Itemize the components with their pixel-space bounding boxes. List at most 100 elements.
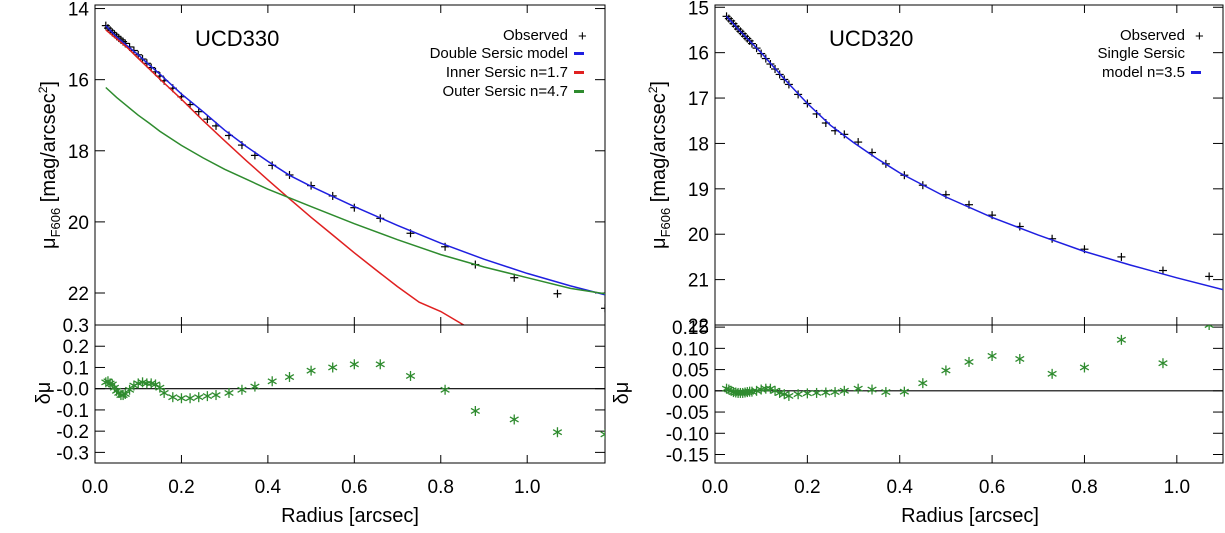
legend-swatch-double-sersic (574, 52, 584, 55)
y-tick-label: -0.3 (56, 443, 89, 464)
y-tick-label: 20 (68, 213, 89, 234)
residual-point (821, 387, 831, 398)
residual-point (509, 414, 519, 425)
y-axis-label-sup: 2 (646, 86, 660, 93)
residual-point (1158, 358, 1168, 369)
x-tick-label: 1.0 (1164, 477, 1190, 498)
legend-marker-observed: + (578, 28, 587, 45)
residual-point (918, 378, 928, 389)
residual-point (899, 386, 910, 397)
panel-ucd320-residuals: 0.150.100.050.00-0.05-0.10-0.15 0.0 0.2 0.4… (611, 318, 1224, 527)
plot-area (95, 359, 605, 440)
y-tick-label: -0.1 (56, 401, 89, 422)
y-ticks: 14 16 18 20 22 (68, 0, 605, 325)
data-point-plus (1205, 272, 1214, 281)
series-line-single-sersic-model-n-3-5 (725, 15, 1223, 291)
panel-title: UCD320 (829, 26, 913, 51)
residual-point (284, 372, 295, 383)
residual-point (987, 350, 997, 361)
y-tick-label: 0.05 (672, 361, 709, 382)
y-tick-label: 16 (68, 71, 89, 92)
x-tick-label: 0.6 (979, 477, 1005, 498)
residual-point (839, 385, 849, 396)
y-tick-label: -0.05 (666, 403, 709, 424)
legend-label-outer-sersic: Outer Sersic n=4.7 (443, 83, 568, 100)
y-tick-label: -0.2 (56, 422, 89, 443)
x-axis-label: Radius [arcsec] (901, 505, 1039, 527)
y-tick-label: 16 (688, 44, 709, 65)
data-point-plus (854, 138, 863, 147)
x-tick-label: 0.6 (341, 477, 367, 498)
y-tick-label: 0.1 (63, 358, 89, 379)
x-tick-label: 0.8 (428, 477, 454, 498)
plot-area (722, 12, 1223, 291)
residual-point (211, 390, 221, 401)
y-axis-label-mu: μ (648, 237, 670, 249)
residual-point (124, 384, 135, 395)
legend-swatch-outer-sersic (574, 90, 584, 93)
residual-point (784, 390, 794, 401)
residual-point (306, 365, 316, 376)
y-tick-label: 15 (688, 0, 709, 19)
residual-point (1079, 362, 1090, 373)
legend-label-inner-sersic: Inner Sersic n=1.7 (446, 64, 568, 81)
y-tick-label: -0.10 (666, 424, 709, 445)
legend: Observed + Single Sersic model n=3.5 (1097, 27, 1204, 81)
legend-label-single-sersic: Single Sersic (1097, 45, 1185, 62)
residual-point (237, 384, 247, 395)
residual-point (224, 387, 234, 398)
axis-ticks: 0.30.20.1-0.0-0.1-0.2-0.30.0 0.2 0.4 0.6 0.8… (56, 316, 605, 498)
legend-label-double-sersic: Double Sersic model (430, 45, 568, 62)
y-tick-label: 0.00 (672, 382, 709, 403)
y-axis-label: δμ (611, 382, 633, 405)
residual-point (964, 356, 974, 367)
y-tick-label: 14 (68, 0, 90, 21)
residual-point (1015, 353, 1025, 364)
legend-label-single-sersic-line2: model n=3.5 (1102, 64, 1185, 81)
y-tick-label: 19 (688, 180, 709, 201)
y-tick-label: 17 (688, 89, 709, 110)
y-axis-label-rest: [mag/arcsec (38, 93, 60, 207)
residual-point (250, 381, 260, 392)
data-point-plus (1117, 252, 1126, 261)
y-axis-label-end: ] (648, 81, 670, 87)
series-line-outer-sersic-n-4-7 (105, 86, 605, 295)
y-tick-label: 0.10 (672, 339, 709, 360)
panel-ucd330-residuals: 0.30.20.1-0.0-0.1-0.2-0.30.0 0.2 0.4 0.6 0.8… (33, 316, 606, 527)
panel-title: UCD330 (195, 26, 279, 51)
x-tick-label: 0.0 (82, 477, 108, 498)
plot-clip-group (722, 12, 1223, 291)
y-ticks: 15 16 17 18 19 20 21 22 (688, 0, 1223, 337)
legend: Observed + Double Sersic model Inner Ser… (430, 27, 587, 100)
y-axis-label: μF606 [mag/arcsec2] (646, 81, 673, 249)
residual-point (107, 379, 117, 390)
y-tick-label: -0.15 (666, 446, 709, 467)
panel-ucd330-profile: 14 16 18 20 22 UCD330 μF606 [mag/arcsec2] Ob… (36, 0, 606, 326)
y-axis-label-sub: F606 (658, 208, 673, 238)
residual-point (793, 389, 803, 400)
y-axis-label-sub: F606 (48, 208, 63, 238)
residual-point (185, 393, 195, 404)
residual-point (779, 389, 789, 400)
x-tick-label: 0.4 (887, 477, 914, 498)
y-tick-label: 0.15 (672, 318, 709, 339)
residual-point (405, 370, 416, 381)
residual-point (168, 392, 178, 403)
plot-clip-group (715, 325, 1223, 401)
residual-point (1047, 368, 1057, 379)
data-point-plus (1158, 266, 1167, 275)
data-point-plus (203, 115, 212, 124)
residual-point (120, 389, 130, 399)
residual-point (194, 392, 204, 403)
residual-point (881, 387, 891, 398)
plot-clip-group (95, 359, 605, 440)
residual-point (375, 359, 385, 370)
series-line-double-sersic-model (105, 25, 605, 296)
y-tick-label: 0.2 (63, 337, 89, 358)
residual-point (440, 384, 450, 395)
residual-point (867, 384, 877, 395)
residual-point (142, 378, 152, 389)
y-axis-label: μF606 [mag/arcsec2] (36, 81, 63, 249)
residual-point (1116, 334, 1127, 345)
